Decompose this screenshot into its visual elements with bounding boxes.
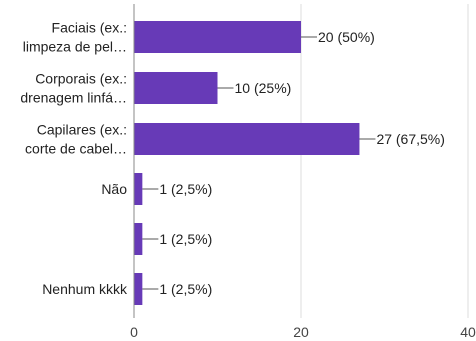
data-labels: 20 (50%) 10 (25%) 27 (67,5%) 1 (2,5%) 1 (2,5… [159, 29, 445, 297]
category-label-line: corte de cabel… [25, 141, 127, 157]
x-tick-label-0: 0 [130, 324, 138, 340]
data-label-0: 20 (50%) [318, 29, 375, 45]
bar-1 [134, 72, 218, 104]
category-label-5: Nenhum kkkk [42, 281, 128, 297]
category-labels: Faciais (ex.: limpeza de pel… Corporais (e… [20, 20, 128, 298]
gridlines [300, 4, 469, 318]
bar-0 [134, 21, 301, 53]
category-label-line: Nenhum kkkk [42, 281, 128, 297]
x-tick-label-20: 20 [293, 324, 309, 340]
bar-3 [134, 173, 143, 205]
data-label-1: 10 (25%) [235, 80, 292, 96]
category-label-line: Não [101, 181, 127, 197]
category-label-2: Capilares (ex.: corte de cabel… [25, 122, 127, 157]
category-label-3: Não [101, 181, 127, 197]
data-label-5: 1 (2,5%) [159, 281, 212, 297]
x-tick-label-40: 40 [460, 324, 476, 340]
category-label-0: Faciais (ex.: limpeza de pel… [23, 20, 127, 55]
bar-5 [134, 273, 143, 305]
bar-4 [134, 223, 143, 255]
data-label-2: 27 (67,5%) [376, 131, 444, 147]
x-tick-labels: 0 20 40 [130, 324, 476, 340]
category-label-line: Corporais (ex.: [35, 71, 127, 87]
bar-2 [134, 123, 360, 155]
category-label-line: limpeza de pel… [23, 39, 127, 55]
data-label-4: 1 (2,5%) [159, 231, 212, 247]
category-label-line: Faciais (ex.: [52, 20, 127, 36]
category-label-line: drenagem linfá… [20, 90, 127, 106]
data-label-leaders [142, 36, 376, 290]
category-label-line: Capilares (ex.: [37, 122, 127, 138]
category-label-1: Corporais (ex.: drenagem linfá… [20, 71, 127, 106]
data-label-3: 1 (2,5%) [159, 181, 212, 197]
bars [134, 21, 360, 305]
